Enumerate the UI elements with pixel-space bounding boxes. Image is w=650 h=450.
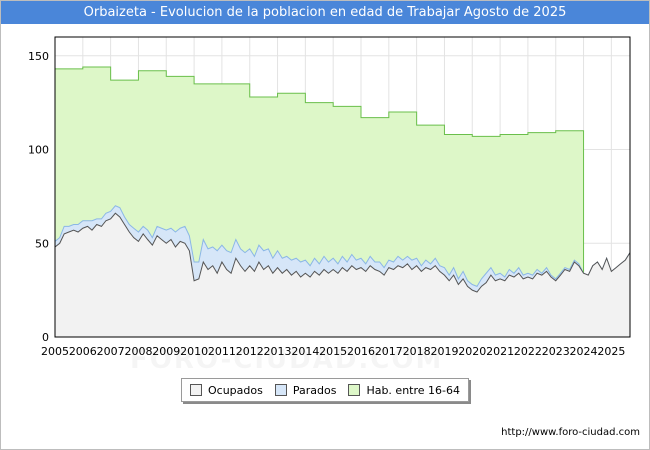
x-tick-label-2018: 2018 — [403, 345, 431, 358]
x-tick-label-2019: 2019 — [430, 345, 458, 358]
legend: Ocupados Parados Hab. entre 16-64 — [181, 378, 469, 402]
x-tick-label-2015: 2015 — [319, 345, 347, 358]
x-tick-label-2020: 2020 — [458, 345, 486, 358]
legend-label-ocupados: Ocupados — [207, 383, 263, 397]
legend-item-hab: Hab. entre 16-64 — [348, 384, 460, 397]
legend-item-ocupados: Ocupados — [189, 383, 263, 397]
x-tick-label-2005: 2005 — [41, 345, 69, 358]
y-tick-label-100: 100 — [28, 144, 49, 157]
x-tick-label-2012: 2012 — [236, 345, 264, 358]
legend-swatch-ocupados — [189, 384, 202, 396]
y-tick-label-150: 150 — [28, 50, 49, 63]
chart-areas — [54, 66, 631, 337]
x-tick-label-2024: 2024 — [570, 345, 598, 358]
y-tick-label-0: 0 — [42, 331, 49, 344]
chart-title: Orbaizeta - Evolucion de la poblacion en… — [1, 1, 649, 24]
x-tick-label-2008: 2008 — [124, 345, 152, 358]
x-tick-label-2016: 2016 — [347, 345, 375, 358]
legend-label-hab: Hab. entre 16-64 — [366, 383, 460, 397]
x-tick-label-2013: 2013 — [264, 345, 292, 358]
parados-line — [54, 205, 631, 287]
x-tick-label-2017: 2017 — [375, 345, 403, 358]
legend-label-parados: Parados — [292, 383, 337, 397]
ocupados-line — [54, 212, 631, 293]
x-tick-label-2009: 2009 — [152, 345, 180, 358]
x-tick-label-2011: 2011 — [208, 345, 236, 358]
x-tick-label-2021: 2021 — [486, 345, 514, 358]
x-tick-label-2014: 2014 — [291, 345, 319, 358]
plot-border — [54, 36, 631, 338]
x-tick-label-2025: 2025 — [597, 345, 625, 358]
y-tick-label-50: 50 — [35, 237, 49, 250]
hab-16-64-line — [55, 66, 585, 337]
x-tick-label-2023: 2023 — [542, 345, 570, 358]
axes — [54, 36, 631, 338]
legend-swatch-hab — [348, 384, 361, 396]
x-tick-label-2007: 2007 — [97, 345, 125, 358]
source-url: http://www.foro-ciudad.com — [501, 427, 640, 438]
legend-swatch-parados — [274, 384, 287, 396]
ocupados-area — [55, 213, 630, 337]
legend-item-parados: Parados — [274, 383, 337, 397]
watermark: FORO-CIUDAD.COM — [130, 345, 443, 375]
x-tick-label-2006: 2006 — [69, 345, 97, 358]
x-tick-label-2010: 2010 — [180, 345, 208, 358]
x-tick-label-2022: 2022 — [514, 345, 542, 358]
